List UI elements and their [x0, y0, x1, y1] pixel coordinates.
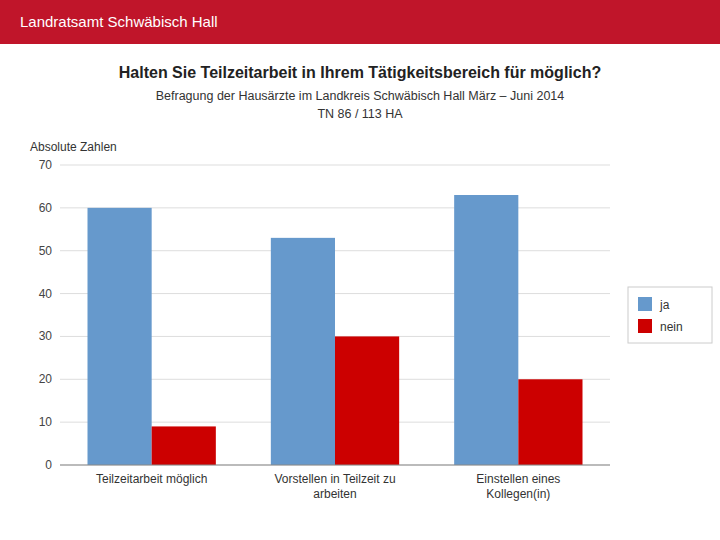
- bar: [152, 426, 216, 465]
- x-tick-label: Einstellen einesKollegen(in): [476, 472, 560, 501]
- y-tick-label: 10: [39, 415, 53, 429]
- legend: ja nein: [628, 287, 712, 343]
- legend-label: ja: [659, 298, 670, 312]
- title: Halten Sie Teilzeitarbeit in Ihrem Tätig…: [119, 64, 601, 81]
- grid: [60, 165, 610, 465]
- legend-swatch: [638, 297, 652, 311]
- legend-swatch: [638, 319, 652, 333]
- subtitle: Befragung der Hausärzte im Landkreis Sch…: [156, 89, 565, 103]
- bars: [88, 195, 583, 465]
- bar: [454, 195, 518, 465]
- y-tick-label: 40: [39, 287, 53, 301]
- subtitle: TN 86 / 113 HA: [317, 107, 403, 121]
- y-tick-label: 20: [39, 372, 53, 386]
- header-text: Landratsamt Schwäbisch Hall: [20, 13, 218, 30]
- bar: [271, 238, 335, 465]
- y-tick-label: 30: [39, 329, 53, 343]
- x-tick-label: Teilzeitarbeit möglich: [96, 472, 207, 486]
- bar: [518, 379, 582, 465]
- legend-label: nein: [660, 320, 683, 334]
- y-tick-label: 50: [39, 244, 53, 258]
- chart: Landratsamt Schwäbisch Hall Halten Sie Te…: [0, 0, 720, 540]
- grid-line: [60, 465, 610, 466]
- bar: [88, 208, 152, 465]
- y-tick-label: 70: [39, 158, 53, 172]
- y-tick-label: 0: [45, 458, 52, 472]
- header-bar: [0, 0, 720, 44]
- legend-frame: [628, 287, 712, 343]
- x-tick-label: Vorstellen in Teilzeit zuarbeiten: [274, 472, 395, 501]
- y-axis-label: Absolute Zahlen: [30, 140, 117, 154]
- y-tick-label: 60: [39, 201, 53, 215]
- grid-line: [60, 165, 610, 166]
- bar: [335, 336, 399, 465]
- x-axis-line: [60, 465, 610, 466]
